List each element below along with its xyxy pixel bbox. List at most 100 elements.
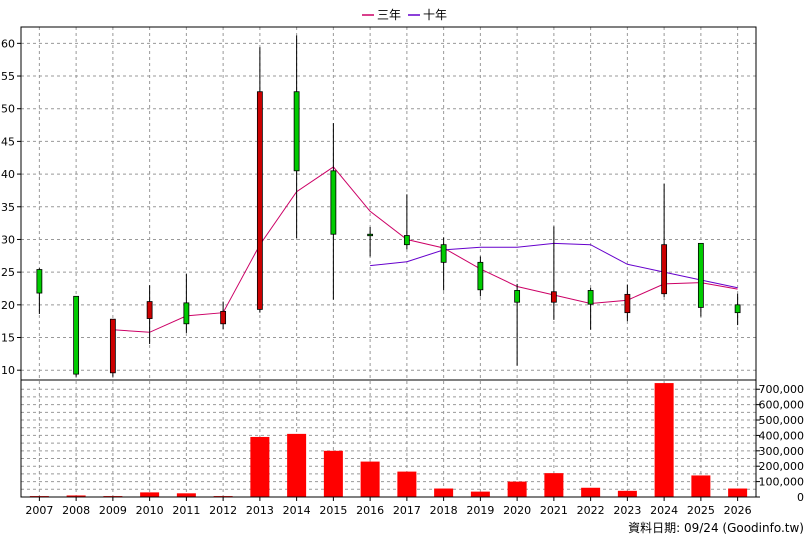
volume-bar-2024 <box>654 383 674 497</box>
candle-2013 <box>256 47 263 313</box>
x-tick-label: 2007 <box>25 504 53 517</box>
candle-2021 <box>550 226 557 320</box>
candle-body <box>183 302 190 325</box>
volume-bar-2023 <box>617 490 637 497</box>
x-tick-label: 2008 <box>62 504 90 517</box>
candle-body <box>477 261 484 291</box>
price-tick-label: 60 <box>1 37 15 50</box>
candle-body <box>36 269 43 294</box>
candle-2011 <box>183 274 190 333</box>
candle-2022 <box>587 287 594 330</box>
volume-bar-2019 <box>470 491 490 497</box>
volume-bar-2016 <box>360 461 380 497</box>
volume-bar-2013 <box>250 436 270 497</box>
footer-date: 資料日期: 09/24 (Goodinfo.tw) <box>628 521 804 535</box>
candle-body <box>330 170 337 235</box>
volume-bar-2008 <box>66 495 86 497</box>
volume-axis-labels: 0 100,000 200,000 300,000 400,000 500,000 600,… <box>759 383 805 504</box>
candle-body <box>514 290 521 303</box>
x-tick-label: 2009 <box>99 504 127 517</box>
candle-body <box>146 301 153 319</box>
volume-tick-label: 600,000 <box>759 399 805 412</box>
volume-bar-2020 <box>507 481 527 497</box>
price-tick-label: 35 <box>1 201 15 214</box>
legend-label: 十年 <box>423 8 447 22</box>
candle-body <box>440 244 447 263</box>
x-tick-label: 2022 <box>577 504 605 517</box>
candle-body <box>734 304 741 314</box>
candle-2009 <box>109 318 116 377</box>
candle-2026 <box>734 293 741 326</box>
legend: 三年 十年 <box>362 8 447 22</box>
price-tick-label: 20 <box>1 299 15 312</box>
candle-2014 <box>293 35 300 239</box>
x-tick-label: 2011 <box>172 504 200 517</box>
candle-2025 <box>697 242 704 317</box>
candle-body <box>367 233 374 237</box>
x-axis-labels: 2007 2008 2009 2010 2011 2012 2013 2014 2015 2016… <box>25 504 751 517</box>
plot-frame <box>20 26 757 498</box>
x-tick-label: 2012 <box>209 504 237 517</box>
volume-grid <box>21 388 756 498</box>
volume-bar-2021 <box>544 473 564 497</box>
x-tick-label: 2016 <box>356 504 384 517</box>
volume-bar-2011 <box>176 493 196 497</box>
volume-bar-2022 <box>581 487 601 497</box>
candle-2019 <box>477 256 484 297</box>
volume-tick-label: 0 <box>797 491 804 504</box>
candle-2016 <box>367 227 374 257</box>
price-tick-label: 10 <box>1 364 15 377</box>
candle-body <box>256 91 263 310</box>
candle-body <box>73 295 80 375</box>
candle-body <box>220 310 227 325</box>
volume-tick-label: 700,000 <box>759 383 805 396</box>
volume-tick-label: 500,000 <box>759 414 805 427</box>
x-tick-label: 2013 <box>246 504 274 517</box>
x-tick-label: 2018 <box>430 504 458 517</box>
candle-2015 <box>330 123 337 300</box>
moving-average-lines <box>112 166 738 333</box>
volume-bar-2014 <box>287 433 307 497</box>
volume-tick-label: 200,000 <box>759 460 805 473</box>
price-tick-label: 30 <box>1 233 15 246</box>
legend-item-十年: 十年 <box>408 8 447 22</box>
candle-2012 <box>220 301 227 330</box>
volume-bar-2025 <box>691 475 711 497</box>
price-tick-label: 50 <box>1 103 15 116</box>
candle-2018 <box>440 237 447 291</box>
candle-body <box>697 242 704 308</box>
candle-2007 <box>36 268 43 314</box>
candle-body <box>624 293 631 314</box>
candle-2008 <box>73 295 80 377</box>
candle-2020 <box>514 283 521 366</box>
candle-body <box>587 290 594 305</box>
ma-line-三年 <box>112 166 738 333</box>
candle-2023 <box>624 284 631 322</box>
price-tick-label: 40 <box>1 168 15 181</box>
candles <box>36 35 741 377</box>
x-tick-label: 2023 <box>613 504 641 517</box>
price-axis-labels: 10 15 20 25 30 35 40 45 50 55 60 <box>1 37 15 377</box>
volume-tick-label: 100,000 <box>759 476 805 489</box>
volume-tick-label: 300,000 <box>759 445 805 458</box>
candle-2017 <box>403 194 410 250</box>
x-tick-label: 2026 <box>724 504 752 517</box>
volume-bar-2026 <box>728 488 748 497</box>
legend-label: 三年 <box>377 8 401 22</box>
price-tick-label: 45 <box>1 135 15 148</box>
x-tick-label: 2021 <box>540 504 568 517</box>
x-tick-label: 2017 <box>393 504 421 517</box>
candle-2010 <box>146 285 153 345</box>
candle-body <box>550 291 557 303</box>
candle-body <box>403 235 410 246</box>
volume-bar-2015 <box>323 450 343 497</box>
candle-2024 <box>661 183 668 297</box>
candle-body <box>109 318 116 374</box>
x-tick-label: 2020 <box>503 504 531 517</box>
x-tick-label: 2010 <box>136 504 164 517</box>
volume-bar-2018 <box>434 488 454 497</box>
price-tick-label: 25 <box>1 266 15 279</box>
volume-tick-label: 400,000 <box>759 429 805 442</box>
price-grid <box>21 27 756 497</box>
